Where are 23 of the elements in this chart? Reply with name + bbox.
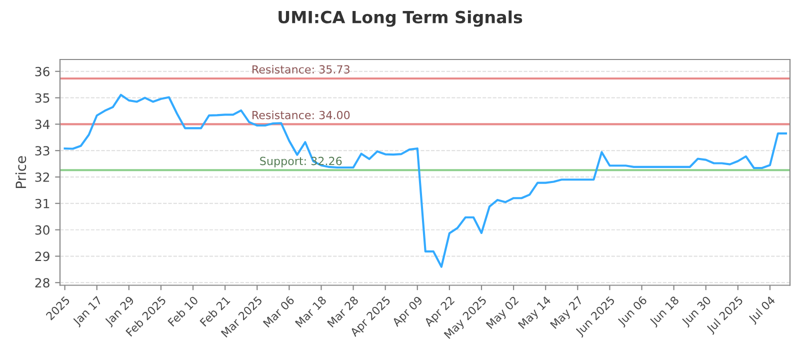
x-tick-label: Jul 04	[748, 295, 778, 325]
ref-line-label: Resistance: 35.73	[252, 64, 350, 74]
x-tick-label: Jun 18	[648, 296, 681, 328]
x-tick-label: Jun 06	[616, 296, 649, 328]
line-series	[64, 94, 788, 268]
x-tick-label: Jan 17	[72, 296, 104, 328]
y-tick-label: 29	[35, 252, 50, 262]
x-tick-label: Mar 18	[294, 296, 327, 328]
y-tick-label: 31	[35, 198, 50, 208]
y-tick-label: 28	[35, 278, 50, 288]
chart-title: UMI:CA Long Term Signals	[278, 10, 522, 27]
x-tick-label: Apr 09	[392, 296, 424, 329]
x-tick-label: Feb 10	[167, 295, 199, 327]
y-tick-label: 32	[35, 172, 50, 182]
y-tick-label: 33	[35, 146, 50, 156]
y-tick-label: 35	[35, 93, 50, 103]
x-tick-label: Feb 21	[199, 296, 230, 327]
y-tick-label: 36	[35, 66, 50, 76]
x-tick-label: Mar 06	[262, 296, 295, 328]
ref-line-label: Resistance: 34.00	[252, 110, 350, 120]
y-tick-label: 34	[35, 120, 50, 130]
y-axis-title: Price	[15, 156, 26, 188]
y-tick-label: 30	[35, 225, 50, 235]
